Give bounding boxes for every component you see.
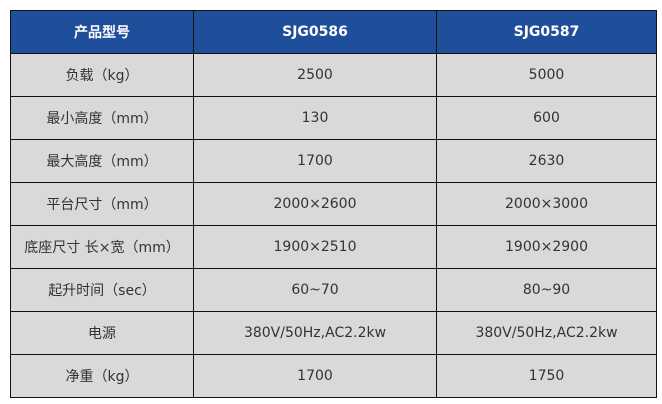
table-cell: 1700 xyxy=(193,354,437,398)
table-row: 电源 380V/50Hz,AC2.2kw 380V/50Hz,AC2.2kw xyxy=(10,311,657,355)
row-label: 起升时间（sec） xyxy=(10,268,194,312)
row-label: 最小高度（mm） xyxy=(10,96,194,140)
spec-table: 产品型号 SJG0586 SJG0587 负载（kg） 2500 5000 最小高度（… xyxy=(10,10,657,398)
row-label: 净重（kg） xyxy=(10,354,194,398)
table-cell: 2000×2600 xyxy=(193,182,437,226)
table-row: 净重（kg） 1700 1750 xyxy=(10,354,657,398)
table-cell: 1900×2510 xyxy=(193,225,437,269)
table-cell: 130 xyxy=(193,96,437,140)
table-row: 底座尺寸 长×宽（mm） 1900×2510 1900×2900 xyxy=(10,225,657,269)
table-row: 负载（kg） 2500 5000 xyxy=(10,53,657,97)
table-cell: 1700 xyxy=(193,139,437,183)
table-cell: 1750 xyxy=(436,354,657,398)
row-label: 负载（kg） xyxy=(10,53,194,97)
header-sjg0586: SJG0586 xyxy=(193,10,437,54)
header-sjg0587: SJG0587 xyxy=(436,10,657,54)
table-cell: 380V/50Hz,AC2.2kw xyxy=(436,311,657,355)
table-cell: 1900×2900 xyxy=(436,225,657,269)
table-cell: 5000 xyxy=(436,53,657,97)
table-cell: 2630 xyxy=(436,139,657,183)
table-row: 最大高度（mm） 1700 2630 xyxy=(10,139,657,183)
header-row: 产品型号 SJG0586 SJG0587 xyxy=(10,10,657,54)
table-cell: 380V/50Hz,AC2.2kw xyxy=(193,311,437,355)
row-label: 最大高度（mm） xyxy=(10,139,194,183)
table-cell: 60~70 xyxy=(193,268,437,312)
header-model-label: 产品型号 xyxy=(10,10,194,54)
table-cell: 2000×3000 xyxy=(436,182,657,226)
table-row: 平台尺寸（mm） 2000×2600 2000×3000 xyxy=(10,182,657,226)
table-cell: 600 xyxy=(436,96,657,140)
row-label: 电源 xyxy=(10,311,194,355)
row-label: 底座尺寸 长×宽（mm） xyxy=(10,225,194,269)
table-cell: 80~90 xyxy=(436,268,657,312)
table-cell: 2500 xyxy=(193,53,437,97)
row-label: 平台尺寸（mm） xyxy=(10,182,194,226)
table-row: 最小高度（mm） 130 600 xyxy=(10,96,657,140)
table-row: 起升时间（sec） 60~70 80~90 xyxy=(10,268,657,312)
